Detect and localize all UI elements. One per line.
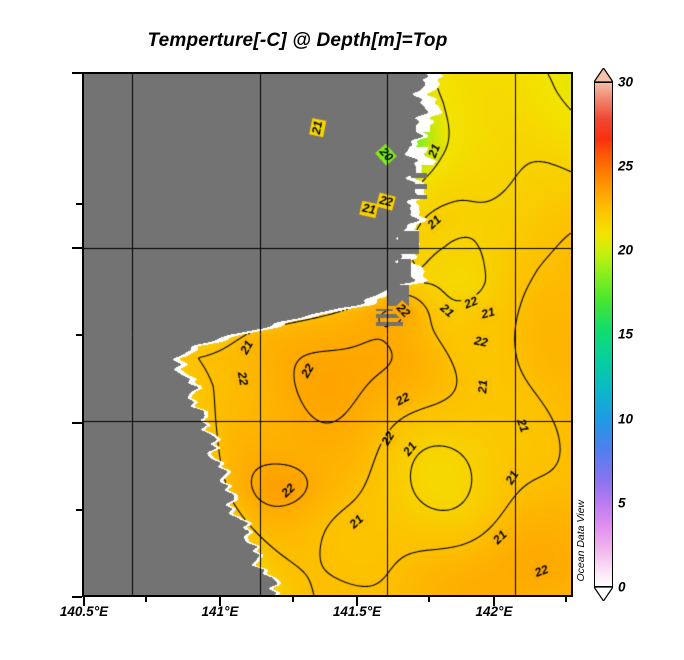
y-tick-39 — [72, 72, 82, 74]
colorbar-min-arrow-icon — [594, 587, 613, 601]
odv-watermark: Ocean Data View — [575, 500, 587, 582]
x-tick-minor-141-25 — [292, 597, 294, 602]
y-tick-minor-38-75 — [76, 203, 82, 205]
map-plot-area[interactable] — [82, 72, 573, 597]
x-tick-142e — [493, 597, 495, 606]
colorbar-tick-30: 30 — [618, 74, 634, 90]
x-axis-label-142e: 142°E — [475, 604, 513, 619]
x-axis-label-1405e: 140.5°E — [59, 604, 109, 619]
colorbar-tick-20: 20 — [618, 242, 634, 258]
colorbar-gradient — [594, 82, 613, 587]
x-tick-minor-141-75 — [428, 597, 430, 602]
x-axis-label-141e: 141°E — [201, 604, 239, 619]
colorbar-max-arrow-icon — [594, 68, 613, 82]
y-tick-38 — [72, 422, 82, 424]
colorbar-tick-15: 15 — [618, 326, 634, 342]
x-axis-label-1415e: 141.5°E — [332, 604, 382, 619]
colorbar-tick-10: 10 — [618, 411, 634, 427]
y-tick-minor-37-75 — [76, 509, 82, 511]
y-tick-38-5 — [72, 247, 82, 249]
x-tick-141-5e — [356, 597, 358, 606]
y-tick-37-5 — [72, 596, 82, 598]
y-tick-minor-38-25 — [76, 334, 82, 336]
x-tick-141e — [219, 597, 221, 606]
colorbar[interactable]: 30 25 20 15 10 5 0 — [592, 68, 633, 601]
x-tick-minor-140-75 — [145, 597, 147, 602]
temperature-map-canvas — [84, 74, 571, 595]
page-title: Temperture[-C] @ Depth[m]=Top — [147, 30, 448, 51]
colorbar-tick-0: 0 — [618, 579, 626, 595]
x-tick-left-edge — [83, 597, 85, 606]
colorbar-tick-5: 5 — [618, 495, 626, 511]
x-tick-right-edge — [565, 597, 567, 602]
colorbar-tick-25: 25 — [618, 158, 634, 174]
